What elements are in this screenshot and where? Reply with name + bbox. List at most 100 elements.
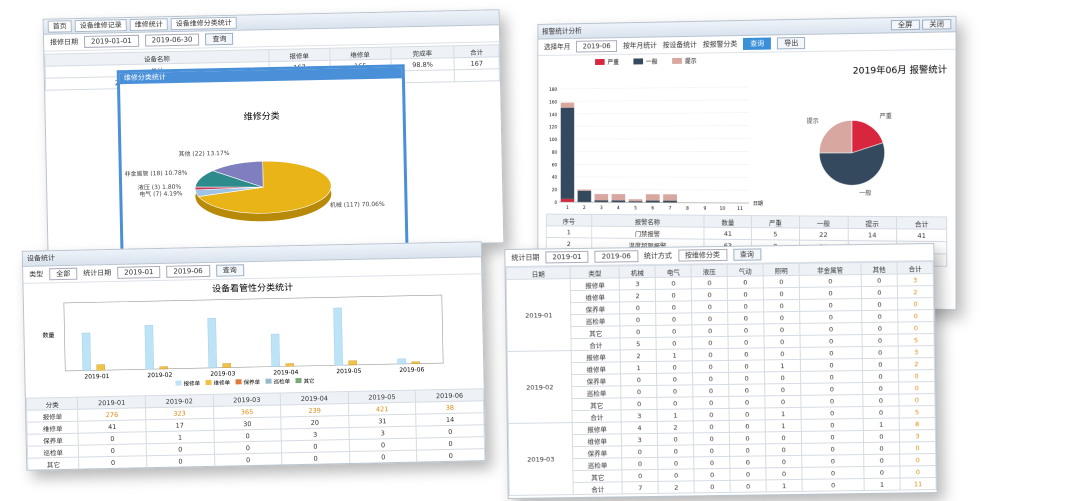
cell: 3 — [621, 409, 657, 422]
date-input[interactable]: 2019-01-01 — [84, 35, 139, 48]
cell: 0 — [622, 445, 658, 458]
cell: 0 — [729, 420, 765, 433]
cell: 0 — [802, 455, 864, 468]
cell: 0 — [657, 385, 693, 398]
cell: 3 — [619, 277, 655, 290]
y-tick-label: 180 — [549, 87, 557, 93]
legend-label: 提示 — [685, 57, 697, 65]
cell: 0 — [764, 311, 800, 324]
label: 统计日期 — [511, 253, 539, 263]
select[interactable]: 按维修分类 — [678, 249, 727, 262]
column-header: 气动 — [727, 264, 763, 277]
export-button[interactable]: 导出 — [777, 37, 805, 50]
cell: 0 — [862, 334, 898, 347]
cell: 0 — [417, 449, 485, 462]
cell: 0 — [79, 456, 147, 469]
cell: 0 — [693, 396, 729, 409]
cell: 2 — [658, 481, 694, 494]
cell: 5 — [898, 334, 934, 347]
type-cell: 保养单 — [573, 446, 622, 459]
tab[interactable]: 设备维修分类统计 — [171, 17, 237, 30]
type-cell: 保养单 — [572, 374, 621, 387]
cell: 0 — [730, 444, 766, 457]
radio[interactable]: 按报警分类 — [703, 39, 738, 50]
bar-segment — [561, 103, 574, 108]
cell: 0 — [800, 347, 862, 360]
month-input[interactable]: 2019-06 — [576, 40, 617, 52]
cell: 0 — [862, 346, 898, 359]
cell: 1 — [863, 418, 899, 431]
button[interactable]: 全屏 — [891, 20, 920, 31]
search-button[interactable]: 查询 — [743, 37, 771, 49]
search-button[interactable]: 查询 — [733, 248, 761, 260]
cell: 1 — [766, 479, 802, 492]
cell: 0 — [656, 289, 692, 302]
type-cell: 巡检单 — [573, 458, 622, 471]
cell: 0 — [863, 430, 899, 443]
search-button[interactable]: 查询 — [205, 33, 233, 46]
bar — [223, 363, 231, 367]
radio[interactable]: 按年月统计 — [623, 40, 657, 50]
slice-label: 严重 — [880, 112, 892, 120]
cell — [455, 69, 500, 82]
date-input[interactable]: 2019-06 — [166, 265, 209, 278]
column-header: 非金属管 — [799, 263, 861, 276]
cell: 0 — [862, 358, 898, 371]
chart-area: 2019年06月 报警统计严重 一般 提示020406080100120140160… — [538, 50, 955, 215]
bar — [271, 334, 280, 367]
type-cell: 合计 — [572, 410, 621, 423]
cell: 0 — [863, 370, 899, 383]
date-cell: 2019-02 — [507, 351, 572, 424]
select[interactable]: 全部 — [49, 268, 77, 281]
label: 类型 — [29, 269, 43, 279]
date-input[interactable]: 2019-01 — [117, 266, 160, 279]
cell: 0 — [864, 454, 900, 467]
cell: 0 — [730, 468, 766, 481]
tab[interactable]: 维修统计 — [130, 18, 168, 31]
cell: 0 — [799, 287, 861, 300]
bar — [412, 362, 420, 364]
button[interactable]: 关闭 — [922, 19, 951, 30]
cell: 167 — [454, 57, 499, 70]
grid-line — [559, 126, 749, 127]
cell: 22 — [799, 228, 847, 241]
cell: 0 — [800, 299, 862, 312]
search-button[interactable]: 查询 — [216, 264, 244, 277]
cell: 0 — [764, 347, 800, 360]
cell: 0 — [898, 310, 934, 323]
bar — [349, 361, 357, 365]
legend-swatch — [672, 58, 682, 64]
x-tick-label: 9 — [703, 206, 706, 212]
tab[interactable]: 设备维修记录 — [75, 19, 127, 32]
cell: 0 — [765, 395, 801, 408]
column-header: 合计 — [454, 45, 499, 58]
table: 分类 2019-01 2019-02 2019-03 2019-04 2019-05 201… — [26, 388, 485, 471]
y-tick-label: 80 — [552, 150, 558, 156]
date-cell: 2019-01 — [506, 279, 571, 352]
row-header: 维修单 — [27, 421, 79, 434]
date-input[interactable]: 2019-06 — [595, 250, 638, 263]
x-axis-label: 日期 — [753, 201, 763, 207]
cell: 0 — [349, 450, 417, 463]
radio[interactable]: 按设备统计 — [663, 40, 697, 50]
x-tick-label: 2019-05 — [336, 368, 361, 376]
column-header: 合计 — [897, 217, 947, 230]
cell: 0 — [799, 275, 861, 288]
cell: 0 — [863, 394, 899, 407]
cell: 0 — [656, 301, 692, 314]
cell: 0 — [898, 370, 934, 383]
cell: 3 — [899, 430, 935, 443]
column-header: 严重 — [752, 216, 800, 228]
date-input[interactable]: 2019-01 — [545, 251, 588, 264]
tab[interactable]: 首页 — [48, 20, 72, 32]
cell: 0 — [766, 467, 802, 480]
cell: 0 — [862, 322, 898, 335]
column-header: 合计 — [897, 262, 933, 275]
cell: 0 — [727, 288, 763, 301]
date-input[interactable]: 2019-06-30 — [145, 34, 200, 47]
label: 选择年月 — [544, 42, 570, 52]
cell: 0 — [692, 288, 728, 301]
y-tick-label: 60 — [552, 162, 558, 168]
cell: 41 — [704, 227, 751, 239]
cell: 0 — [656, 313, 692, 326]
